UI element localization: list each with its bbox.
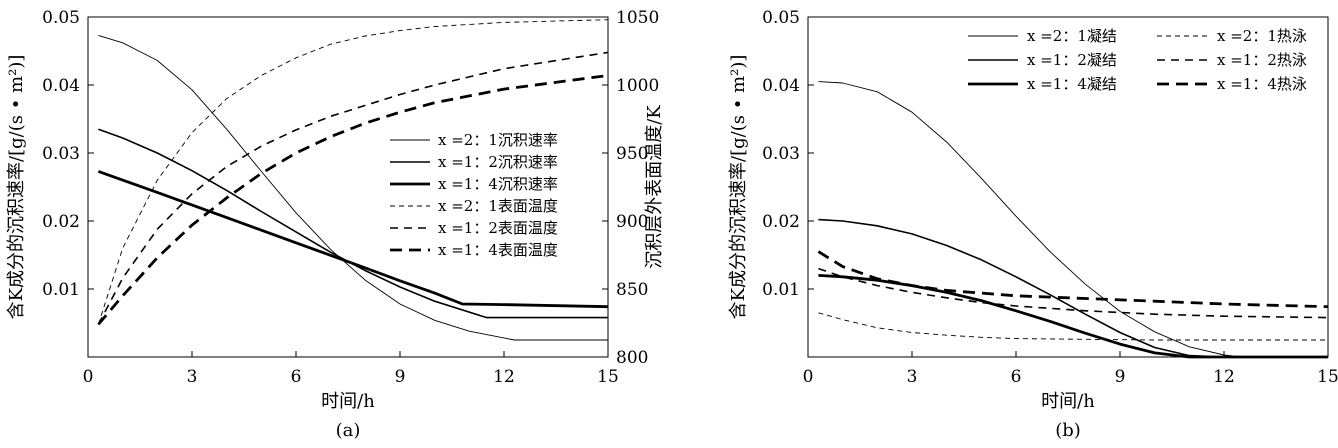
series-line-6	[817, 250, 1329, 309]
y2-axis-label: 沉积层外表面温度/K	[644, 105, 665, 269]
y-axis-label: 含K成分的沉积速率/[g/(s • m²)]	[6, 55, 27, 320]
legend-label: x =2：1沉积速率	[438, 131, 558, 149]
y-tick-label: 0.05	[762, 8, 800, 28]
legend-label: x =1：4沉积速率	[438, 175, 558, 193]
x-tick-label: 3	[907, 367, 918, 387]
y-tick-label: 0.04	[42, 76, 80, 96]
legend-label: x =1：4表面温度	[438, 241, 558, 259]
y-tick-label: 0.03	[762, 144, 800, 164]
legend-label: x =1：2表面温度	[438, 219, 558, 237]
series-line-4	[97, 19, 609, 325]
x-tick-label: 12	[1213, 367, 1235, 387]
x-tick-label: 15	[597, 367, 619, 387]
plot-frame	[807, 16, 1329, 358]
y-tick-label: 0.03	[42, 144, 80, 164]
legend-label: x =1：2热泳	[1217, 51, 1307, 69]
panel-a: 0 3 6 9 12 15 0.01 0.02 0.03 0.04 0.05 800 850 900 950…	[6, 8, 665, 441]
x-tick-label: 6	[291, 367, 302, 387]
series-line-2	[98, 128, 608, 319]
panel-label: (a)	[336, 420, 361, 441]
legend: x =2：1沉积速率 x =1：2沉积速率 x =1：4沉积速率 x =2：1表面温度…	[390, 131, 558, 259]
series-line-2	[818, 218, 1328, 358]
series-line-5	[818, 267, 1329, 319]
series-line-5	[97, 51, 609, 325]
y-tick-label: 0.01	[42, 280, 80, 300]
x-axis-label: 时间/h	[1041, 391, 1095, 412]
y2-tick-label: 800	[616, 348, 648, 368]
y2-tick-label: 1050	[616, 8, 659, 28]
legend-label: x =1：2凝结	[1027, 51, 1117, 69]
series-line-1	[98, 34, 608, 341]
x-tick-label: 9	[1115, 367, 1126, 387]
y2-tick-label: 850	[616, 280, 648, 300]
legend-label: x =2：1表面温度	[438, 197, 558, 215]
y-tick-label: 0.01	[762, 280, 800, 300]
series-line-3	[97, 170, 609, 309]
x-tick-label: 9	[395, 367, 406, 387]
y2-tick-label: 1000	[616, 76, 659, 96]
x-tick-label: 12	[493, 367, 515, 387]
y-tick-label: 0.02	[42, 212, 80, 232]
y2-tick-label: 950	[616, 144, 648, 164]
y-tick-label: 0.05	[42, 8, 80, 28]
y-tick-label: 0.02	[762, 212, 800, 232]
y-axis-label: 含K成分的沉积速率/[g/(s • m²)]	[728, 55, 749, 320]
legend-label: x =1：2沉积速率	[438, 153, 558, 171]
panel-label: (b)	[1055, 420, 1081, 441]
y2-tick-label: 900	[616, 212, 648, 232]
series-line-1	[818, 81, 1328, 358]
x-tick-label: 6	[1011, 367, 1022, 387]
x-tick-label: 0	[803, 367, 814, 387]
legend-label: x =1：4凝结	[1027, 75, 1117, 93]
legend-label: x =2：1热泳	[1217, 27, 1307, 45]
series-line-4	[818, 312, 1328, 341]
x-axis-label: 时间/h	[321, 391, 375, 412]
legend: x =2：1凝结 x =1：2凝结 x =1：4凝结 x =2：1热泳 x =1：2热泳…	[968, 27, 1307, 93]
legend-label: x =2：1凝结	[1027, 27, 1117, 45]
x-tick-label: 15	[1317, 367, 1338, 387]
legend-label: x =1：4热泳	[1217, 75, 1307, 93]
panel-b: 0 3 6 9 12 15 0.01 0.02 0.03 0.04 0.05 x =2：1凝结 x =1…	[728, 8, 1338, 441]
x-tick-label: 0	[83, 367, 94, 387]
y-tick-label: 0.04	[762, 76, 800, 96]
plot-frame	[87, 16, 609, 358]
x-tick-label: 3	[187, 367, 198, 387]
